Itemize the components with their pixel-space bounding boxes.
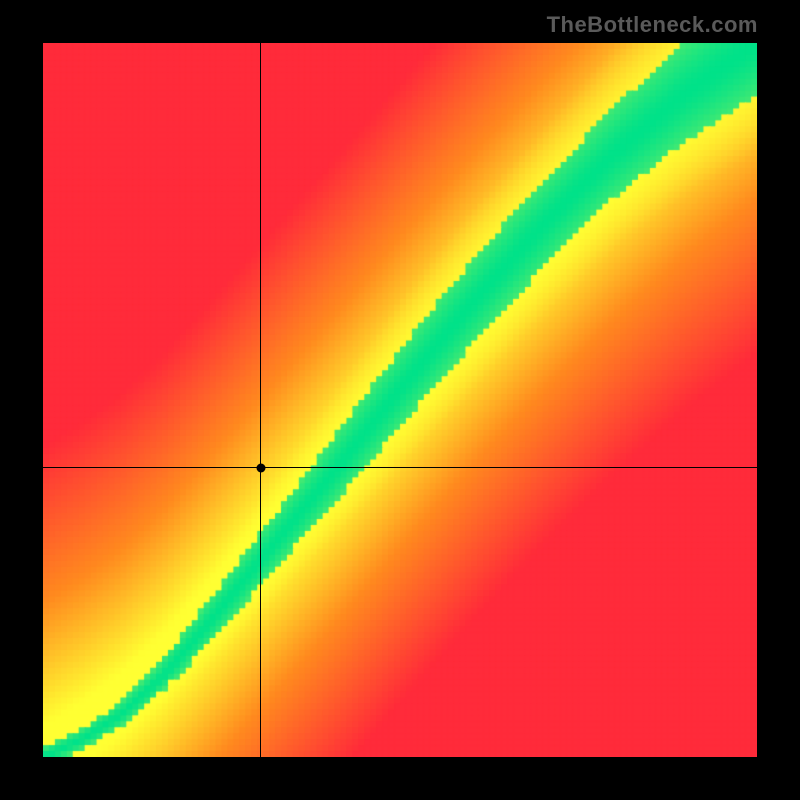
- crosshair-dot: [256, 463, 265, 472]
- watermark-text: TheBottleneck.com: [547, 12, 758, 38]
- crosshair-horizontal: [43, 467, 757, 468]
- crosshair-vertical: [260, 43, 261, 757]
- chart-container: TheBottleneck.com: [0, 0, 800, 800]
- bottleneck-heatmap: [43, 43, 757, 757]
